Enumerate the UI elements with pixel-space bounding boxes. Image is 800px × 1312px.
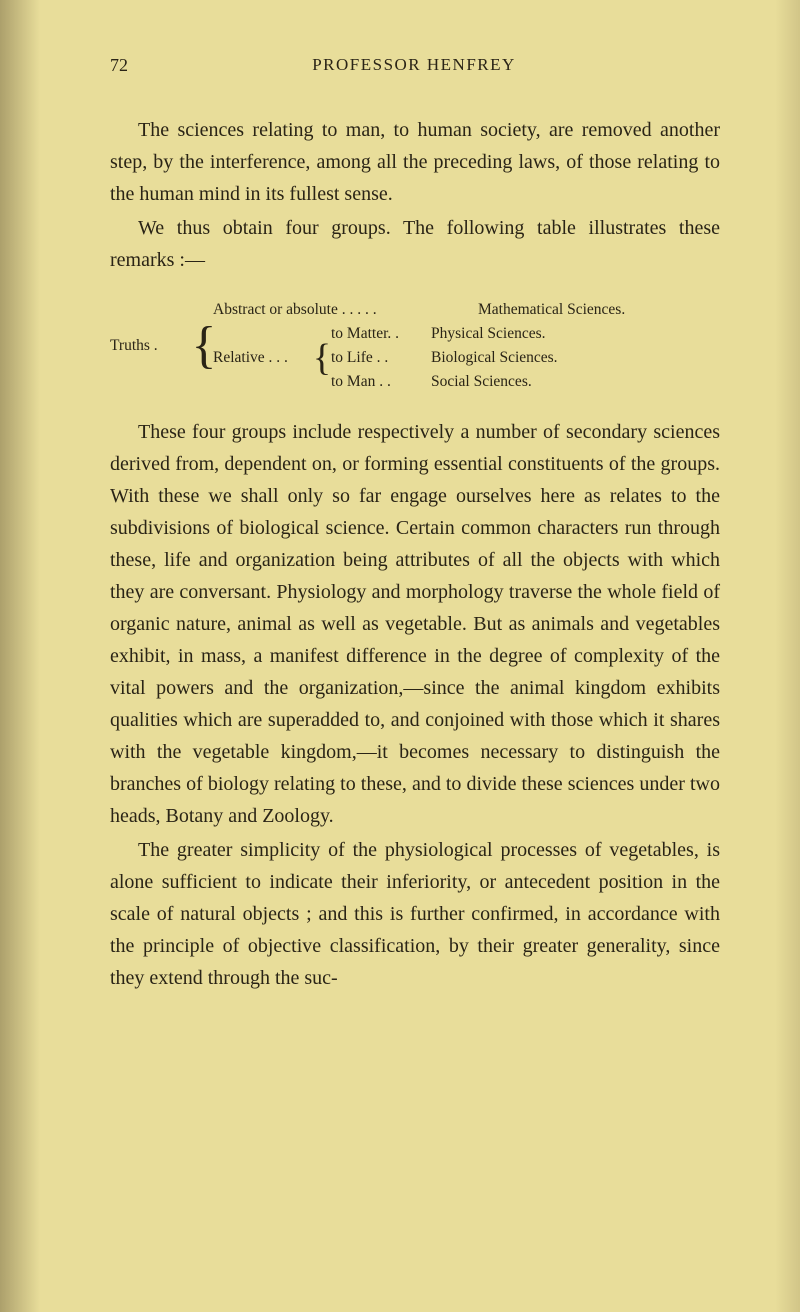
page-content: 72 PROFESSOR HENFREY The sciences relati…: [0, 0, 800, 1036]
page-shadow-right: [775, 0, 800, 1312]
abstract-row: Abstract or absolute . . . . . Mathemati…: [213, 298, 720, 322]
page-header: 72 PROFESSOR HENFREY: [110, 55, 720, 76]
relative-row-1: to Matter. . Physical Sciences.: [331, 322, 720, 346]
relative-group: Relative . . . { to Matter. . Physical S…: [213, 322, 720, 394]
page-shadow-left: [0, 0, 40, 1312]
classification-table: Truths . { Abstract or absolute . . . . …: [110, 298, 720, 394]
relative-right-3: Social Sciences.: [431, 370, 532, 394]
relative-right-1: Physical Sciences.: [431, 322, 546, 346]
paragraph-2: We thus obtain four groups. The followin…: [110, 212, 720, 276]
body-text: The sciences relating to man, to human s…: [110, 114, 720, 994]
paragraph-3: These four groups include respectively a…: [110, 416, 720, 832]
running-head: PROFESSOR HENFREY: [312, 55, 516, 76]
relative-mid-2: to Life . .: [331, 346, 431, 370]
paragraph-4: The greater simplicity of the physiologi…: [110, 834, 720, 994]
abstract-label: Abstract or absolute . . . . .: [213, 298, 478, 322]
relative-mid-3: to Man . .: [331, 370, 431, 394]
brace-icon: {: [195, 323, 213, 370]
relative-right-2: Biological Sciences.: [431, 346, 558, 370]
relative-mid-1: to Matter. .: [331, 322, 431, 346]
relative-row-3: to Man . . Social Sciences.: [331, 370, 720, 394]
paragraph-1: The sciences relating to man, to human s…: [110, 114, 720, 210]
header-spacer: [700, 55, 720, 76]
page-number: 72: [110, 55, 128, 76]
abstract-result: Mathematical Sciences.: [478, 298, 625, 322]
relative-row-2: to Life . . Biological Sciences.: [331, 346, 720, 370]
brace-icon-small: {: [313, 341, 331, 375]
truths-label: Truths .: [110, 334, 195, 358]
relative-label: Relative . . .: [213, 346, 313, 370]
